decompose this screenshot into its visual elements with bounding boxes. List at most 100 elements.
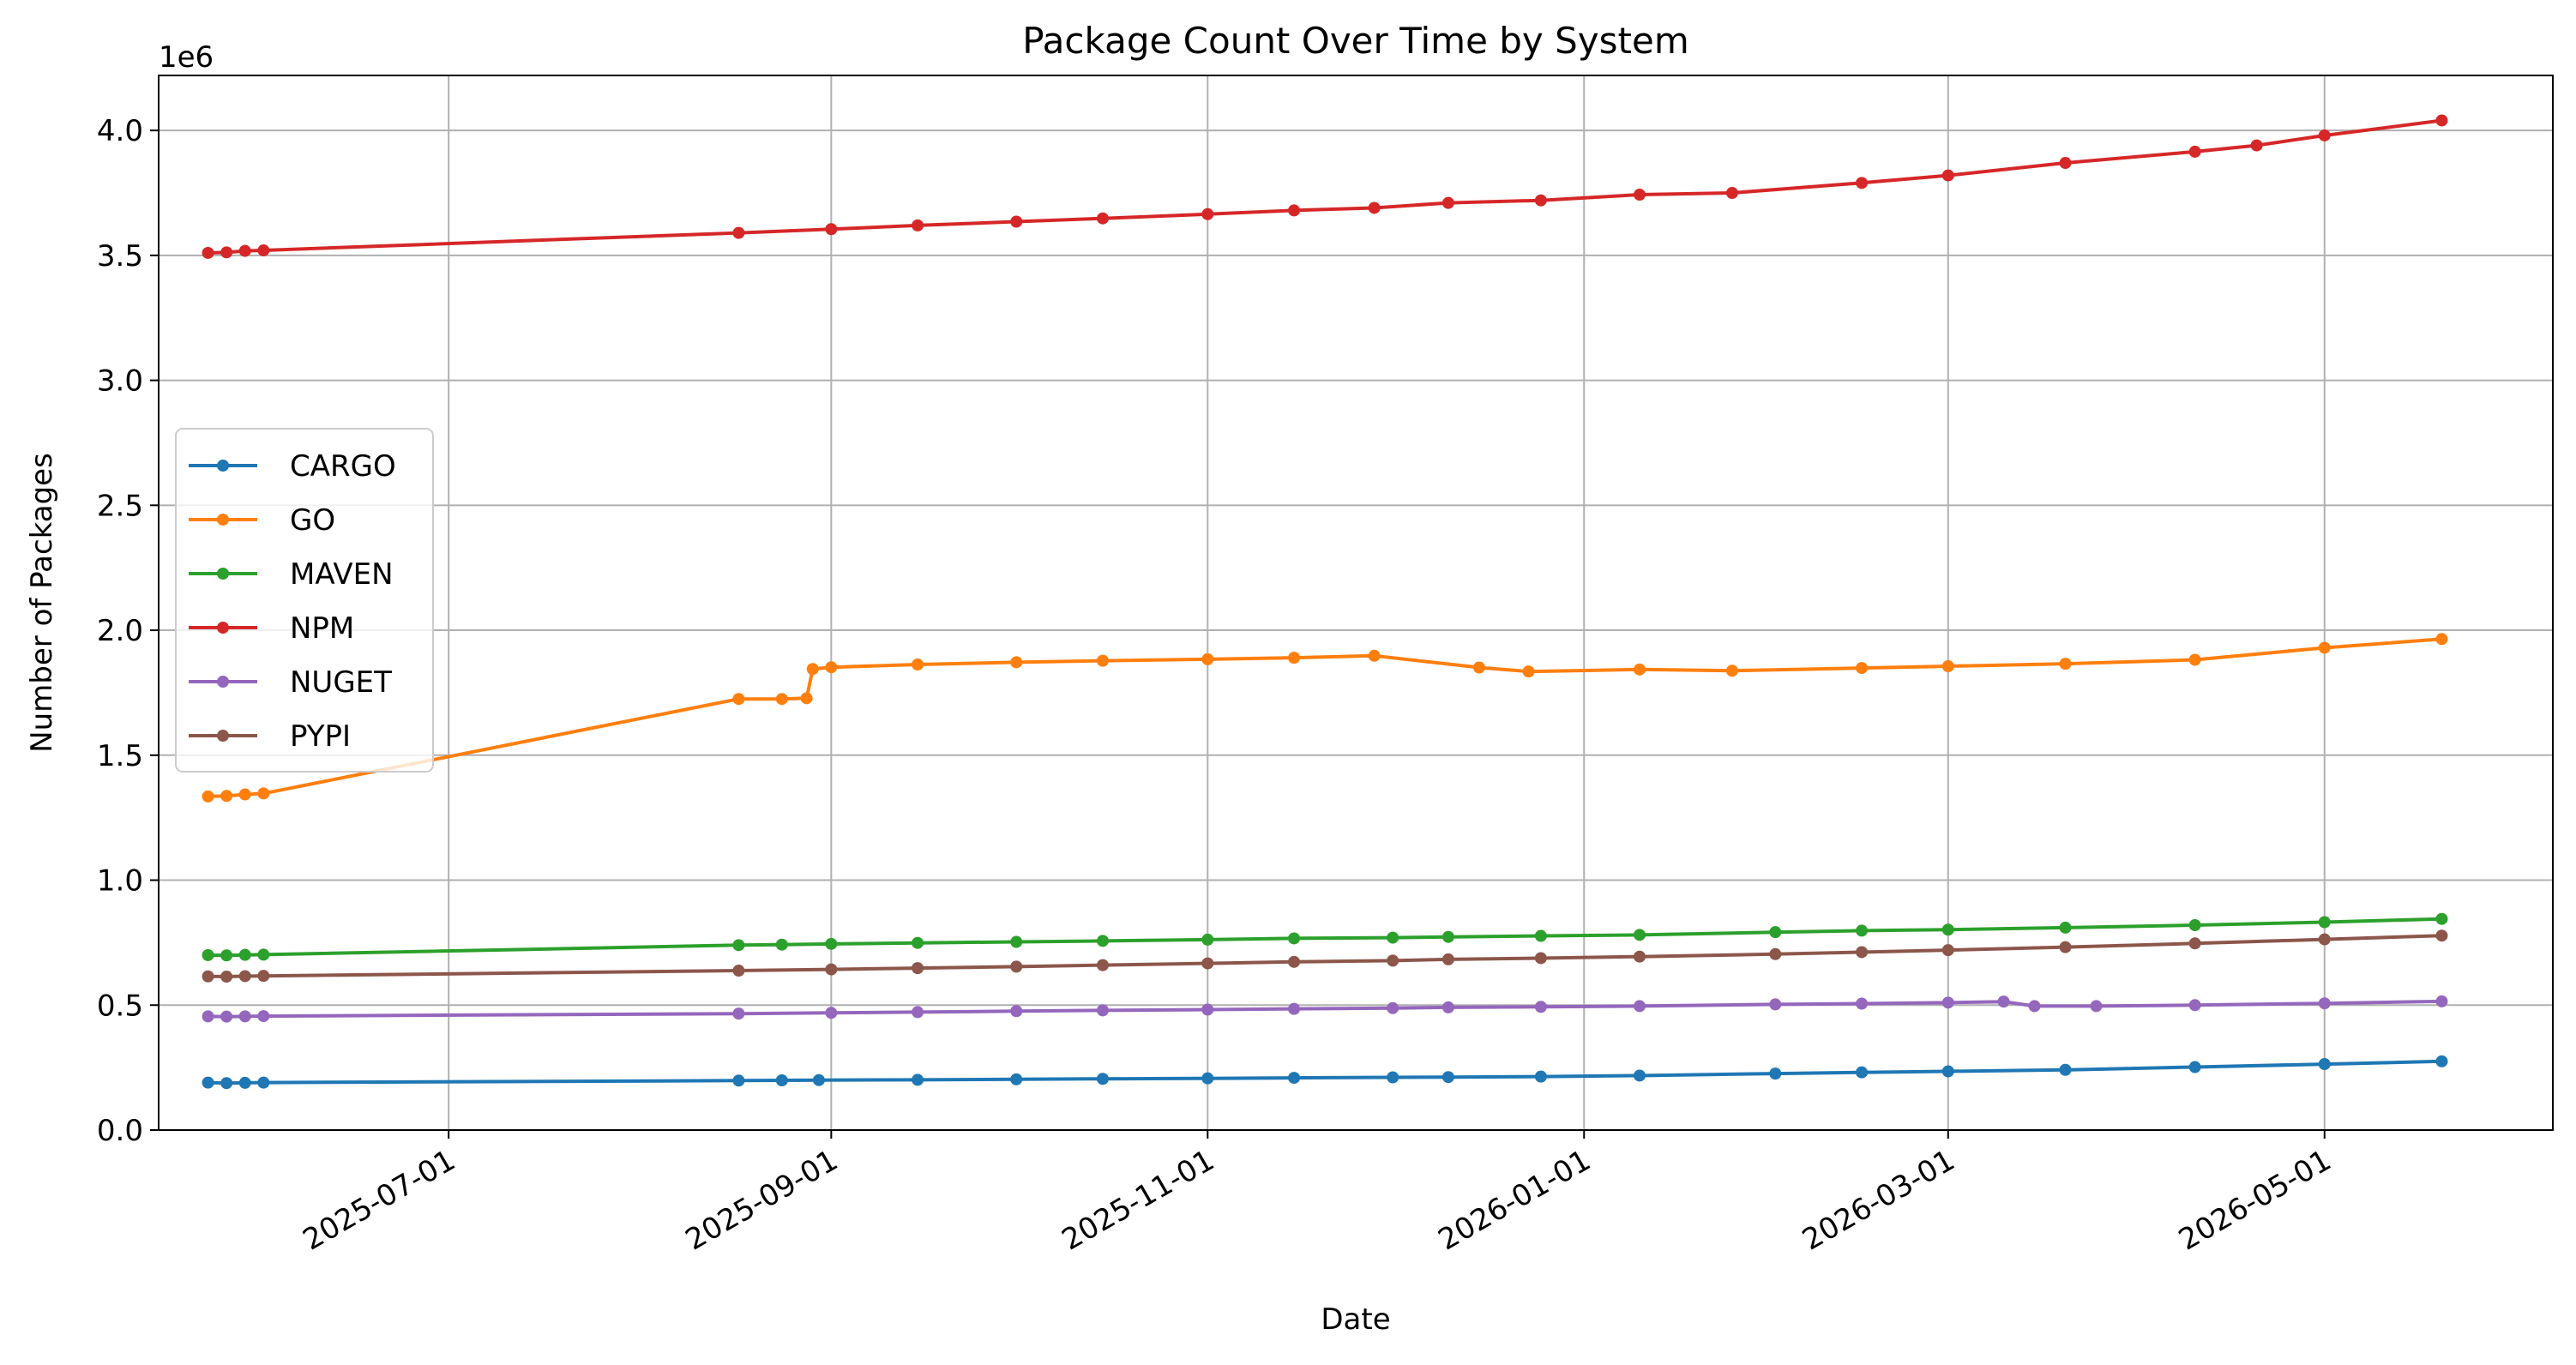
data-point-cargo bbox=[1534, 1070, 1547, 1083]
data-point-go bbox=[257, 787, 270, 800]
data-point-go bbox=[1725, 664, 1738, 677]
data-point-cargo bbox=[1769, 1067, 1782, 1080]
data-point-nuget bbox=[2318, 997, 2331, 1010]
data-point-npm bbox=[2188, 145, 2201, 158]
legend-item-npm: NPM bbox=[189, 611, 354, 646]
data-point-npm bbox=[1725, 186, 1738, 199]
legend-box bbox=[175, 428, 434, 773]
data-point-maven bbox=[1534, 929, 1547, 942]
data-point-maven bbox=[1769, 926, 1782, 939]
x-axis-label: Date bbox=[1321, 1302, 1390, 1337]
data-point-go bbox=[1941, 660, 1954, 673]
data-point-npm bbox=[2059, 157, 2072, 170]
plot-area bbox=[159, 75, 2553, 1130]
legend-label-npm: NPM bbox=[290, 611, 354, 646]
data-point-maven bbox=[1096, 935, 1109, 947]
data-point-maven bbox=[912, 936, 924, 949]
legend-marker-pypi bbox=[217, 730, 229, 742]
data-point-nuget bbox=[1096, 1004, 1109, 1017]
data-point-pypi bbox=[1010, 960, 1023, 973]
data-point-pypi bbox=[732, 965, 745, 977]
data-point-nuget bbox=[2090, 1000, 2103, 1013]
y-tick-label: 2.0 bbox=[97, 614, 143, 648]
legend-label-cargo: CARGO bbox=[290, 449, 396, 484]
y-multiplier-label: 1e6 bbox=[159, 40, 214, 75]
data-point-npm bbox=[2250, 139, 2263, 152]
data-point-pypi bbox=[1441, 953, 1454, 965]
data-point-go bbox=[825, 661, 838, 674]
data-point-go bbox=[1010, 656, 1023, 669]
data-point-cargo bbox=[2188, 1061, 2201, 1073]
y-axis-ticks: 0.0 0.5 1.0 1.5 2.0 2.5 3.0 3.5 4.0 bbox=[97, 114, 159, 1148]
y-tick-label: 3.0 bbox=[97, 364, 143, 399]
data-point-npm bbox=[912, 219, 924, 232]
data-point-go bbox=[732, 693, 745, 706]
data-point-cargo bbox=[202, 1076, 214, 1089]
data-point-maven bbox=[1941, 923, 1954, 936]
data-point-pypi bbox=[1096, 959, 1109, 971]
data-point-pypi bbox=[1201, 957, 1214, 970]
legend-item-pypi: PYPI bbox=[189, 719, 351, 754]
data-point-npm bbox=[1288, 204, 1301, 217]
legend-marker-nuget bbox=[217, 676, 229, 688]
data-point-npm bbox=[1941, 169, 1954, 182]
y-tick-label: 1.0 bbox=[97, 864, 143, 899]
data-point-maven bbox=[1010, 935, 1023, 948]
data-point-go bbox=[1472, 661, 1485, 674]
data-point-nuget bbox=[1941, 996, 1954, 1009]
series-pypi bbox=[202, 929, 2448, 983]
data-point-cargo bbox=[912, 1073, 924, 1086]
data-point-nuget bbox=[1634, 1000, 1646, 1013]
data-point-npm bbox=[257, 244, 270, 257]
legend-marker-go bbox=[217, 514, 229, 526]
data-point-pypi bbox=[202, 970, 214, 983]
data-point-maven bbox=[202, 948, 214, 961]
data-point-nuget bbox=[2435, 995, 2448, 1007]
data-point-maven bbox=[2435, 912, 2448, 925]
data-point-maven bbox=[732, 939, 745, 952]
data-point-nuget bbox=[732, 1007, 745, 1020]
data-point-go bbox=[1288, 652, 1301, 664]
data-point-maven bbox=[1288, 932, 1301, 945]
data-point-npm bbox=[1634, 189, 1646, 201]
data-point-pypi bbox=[1534, 952, 1547, 965]
legend-item-maven: MAVEN bbox=[189, 557, 394, 592]
data-point-cargo bbox=[1941, 1065, 1954, 1078]
data-point-nuget bbox=[1010, 1005, 1023, 1018]
data-point-maven bbox=[238, 948, 251, 961]
legend-label-nuget: NUGET bbox=[290, 665, 392, 700]
data-point-cargo bbox=[2435, 1055, 2448, 1067]
data-point-cargo bbox=[2059, 1063, 2072, 1076]
data-point-maven bbox=[1387, 931, 1399, 944]
data-point-cargo bbox=[1441, 1071, 1454, 1084]
y-tick-label: 0.5 bbox=[97, 989, 143, 1023]
data-point-nuget bbox=[1534, 1001, 1547, 1013]
data-point-maven bbox=[2318, 916, 2331, 929]
legend-marker-maven bbox=[217, 568, 229, 580]
legend-marker-cargo bbox=[217, 460, 229, 472]
data-point-go bbox=[202, 790, 214, 803]
data-point-go bbox=[238, 788, 251, 801]
data-point-maven bbox=[2059, 921, 2072, 934]
data-point-pypi bbox=[1634, 950, 1646, 963]
data-point-nuget bbox=[912, 1006, 924, 1019]
data-point-npm bbox=[1201, 207, 1214, 220]
plot-frame bbox=[158, 75, 2554, 1131]
data-point-go bbox=[775, 693, 788, 706]
data-point-go bbox=[1634, 663, 1646, 676]
data-point-go bbox=[800, 692, 813, 705]
data-point-pypi bbox=[2188, 937, 2201, 950]
data-point-pypi bbox=[1856, 946, 1869, 959]
data-point-nuget bbox=[257, 1010, 270, 1023]
series-lines bbox=[202, 114, 2448, 1090]
data-point-go bbox=[2059, 658, 2072, 670]
data-point-go bbox=[1096, 654, 1109, 667]
legend: CARGO GO MAVEN NPM NUGET PYPI bbox=[175, 428, 434, 773]
data-point-cargo bbox=[1010, 1073, 1023, 1085]
data-point-go bbox=[2435, 633, 2448, 646]
legend-item-cargo: CARGO bbox=[189, 449, 396, 484]
data-point-cargo bbox=[238, 1076, 251, 1089]
data-point-cargo bbox=[1634, 1069, 1646, 1082]
series-line-pypi bbox=[208, 934, 2442, 978]
